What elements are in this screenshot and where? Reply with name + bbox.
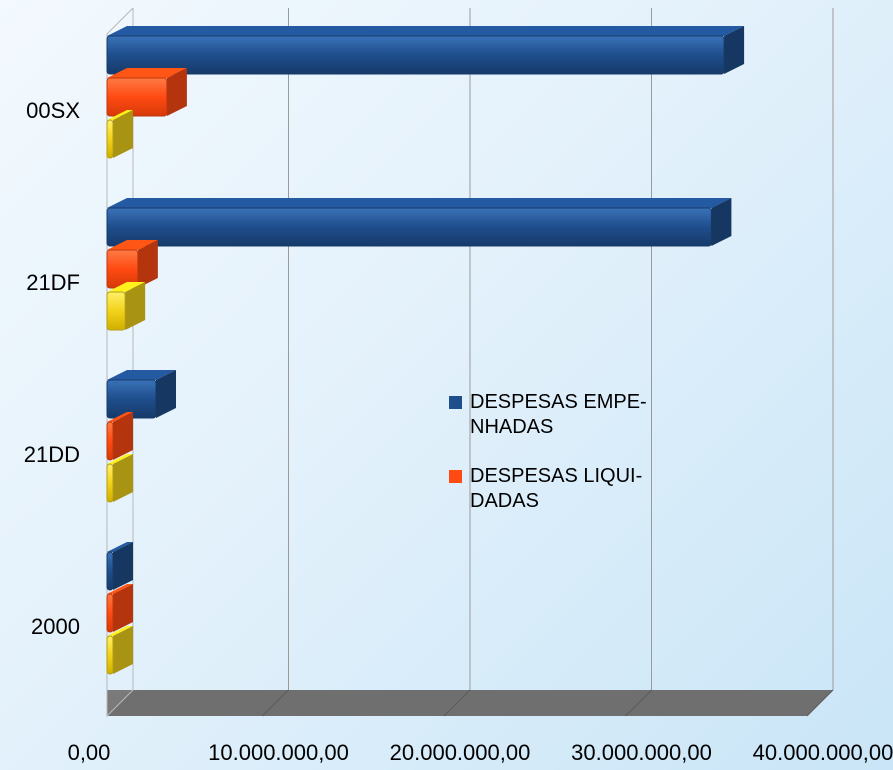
x-tick-label: 20.000.000,00 [390, 740, 531, 765]
bar-front [106, 77, 168, 117]
bar [106, 370, 177, 419]
floor-gridline [625, 689, 652, 717]
bar-side [137, 240, 158, 288]
bar-side [166, 68, 187, 116]
legend-label: DADAS [470, 490, 539, 512]
bar-top [107, 454, 133, 464]
floor-gridline [443, 689, 471, 717]
bar-front [106, 463, 114, 503]
category-label: 21DD [24, 442, 80, 467]
bar [106, 240, 158, 289]
x-tick-label: 0,00 [68, 740, 111, 765]
bar [106, 198, 732, 247]
bar-top [107, 412, 133, 422]
bar-top [107, 626, 133, 636]
category-label: 00SX [26, 98, 80, 123]
bar [106, 584, 133, 633]
bar-top [107, 584, 133, 594]
bar-top [107, 110, 133, 120]
bar-front [106, 207, 712, 247]
x-tick-label: 40.000.000,00 [753, 740, 893, 765]
bar-front [106, 635, 114, 675]
floor-gridline [262, 689, 289, 717]
gridlines [262, 8, 834, 717]
legend-label: DESPESAS EMPE- [470, 391, 647, 413]
bar [106, 282, 146, 331]
x-tick-labels: 0,00 10.000.000,00 20.000.000,00 30.000.000… [68, 740, 893, 765]
legend-swatch [449, 470, 462, 483]
bar-side [113, 110, 133, 158]
bar-side [113, 626, 133, 674]
bar-side [711, 198, 732, 246]
bar [106, 542, 133, 591]
bar-side [724, 26, 745, 74]
bar-top [107, 68, 187, 78]
bar [106, 626, 133, 675]
bar-top [107, 240, 158, 250]
legend-label: NHADAS [470, 416, 553, 438]
bar [106, 68, 187, 117]
bar-top [107, 26, 745, 36]
bar-side [125, 282, 146, 330]
bars [106, 26, 745, 675]
bar-front [106, 35, 725, 75]
category-label: 21DF [26, 270, 80, 295]
floor [107, 690, 833, 716]
bar [106, 412, 133, 461]
bar [106, 110, 133, 159]
bar-top [107, 282, 146, 292]
legend-swatch [449, 396, 462, 409]
category-label: 2000 [31, 614, 80, 639]
bar-side [156, 370, 177, 418]
bar-top [107, 370, 177, 380]
bar-side [113, 584, 133, 632]
x-tick-label: 30.000.000,00 [571, 740, 712, 765]
bar [106, 454, 133, 503]
bar-side [113, 454, 133, 502]
legend: DESPESAS EMPE- NHADAS DESPESAS LIQUI- DADAS [449, 391, 647, 512]
legend-label: DESPESAS LIQUI- [470, 465, 642, 487]
floor-gridline [806, 689, 834, 717]
bar-top [107, 542, 133, 552]
bar-side [113, 542, 133, 590]
category-labels: 00SX 21DF 21DD 2000 [24, 98, 81, 639]
bar-front [106, 551, 114, 591]
bar-front [106, 421, 114, 461]
bar-front [106, 593, 114, 633]
bar-front [106, 291, 126, 331]
bar-side [113, 412, 133, 460]
bar-top [107, 198, 732, 208]
x-tick-label: 10.000.000,00 [208, 740, 349, 765]
bar [106, 26, 745, 75]
bar-front [106, 119, 114, 159]
